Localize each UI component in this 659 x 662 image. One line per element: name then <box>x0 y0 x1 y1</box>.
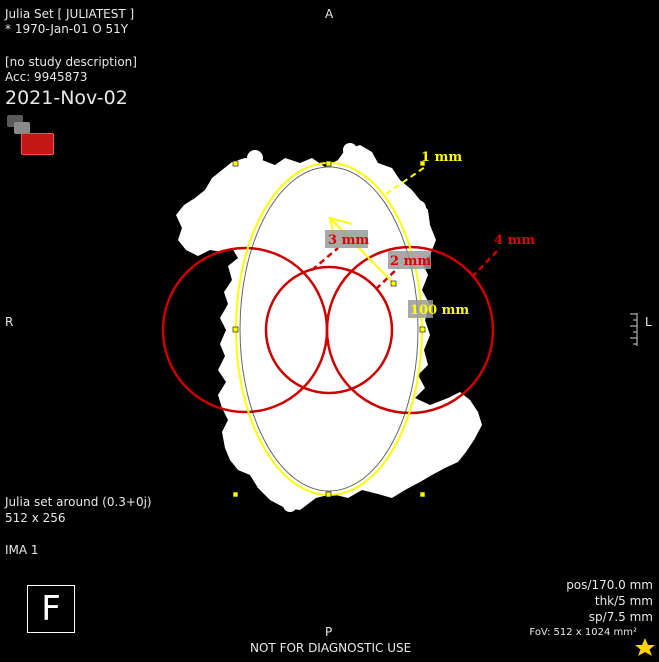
annotation-label-4mm: 4 mm <box>494 233 535 248</box>
study-date: 2021-Nov-02 <box>5 87 128 109</box>
leader-line-4mm <box>471 247 501 278</box>
patient-dob: * 1970-Jan-01 O 51Y <box>5 22 129 36</box>
star-icon[interactable] <box>635 638 655 656</box>
patient-name: Julia Set [ JULIATEST ] <box>5 7 135 21</box>
frame-marker-box[interactable]: F <box>27 585 75 633</box>
roi-circle-center[interactable] <box>264 265 394 395</box>
field-of-view: FoV: 512 x 1024 mm² <box>529 627 637 638</box>
slice-position: pos/170.0 mm <box>566 578 653 592</box>
study-description: [no study description] <box>5 55 137 69</box>
series-description: Julia set around (0.3+0j) <box>5 495 152 509</box>
annotation-label-100mm: 100 mm <box>410 303 469 318</box>
image-matrix: 512 x 256 <box>5 511 66 525</box>
diagnostic-disclaimer: NOT FOR DIAGNOSTIC USE <box>250 641 412 655</box>
image-label: IMA 1 <box>5 543 39 557</box>
leader-line-2mm <box>375 267 399 290</box>
orientation-bottom: P <box>325 625 333 639</box>
annotation-label-2mm: 2 mm <box>390 254 431 269</box>
leader-line-1mm <box>385 166 426 195</box>
julia-set-image <box>176 143 482 512</box>
toolbox-icon[interactable] <box>5 113 55 155</box>
leader-line-3mm <box>311 247 339 271</box>
roi-handles[interactable] <box>232 160 426 498</box>
orientation-top: A <box>325 7 334 21</box>
slice-thickness: thk/5 mm <box>594 594 653 608</box>
annotation-label-3mm: 3 mm <box>328 233 369 248</box>
orientation-right: L <box>645 315 652 329</box>
accession-number: Acc: 9945873 <box>5 70 88 84</box>
slice-spacing: sp/7.5 mm <box>588 610 653 624</box>
orientation-left: R <box>5 315 14 329</box>
ruler-scale-icon <box>630 313 638 346</box>
annotation-label-1mm: 1 mm <box>421 150 462 165</box>
